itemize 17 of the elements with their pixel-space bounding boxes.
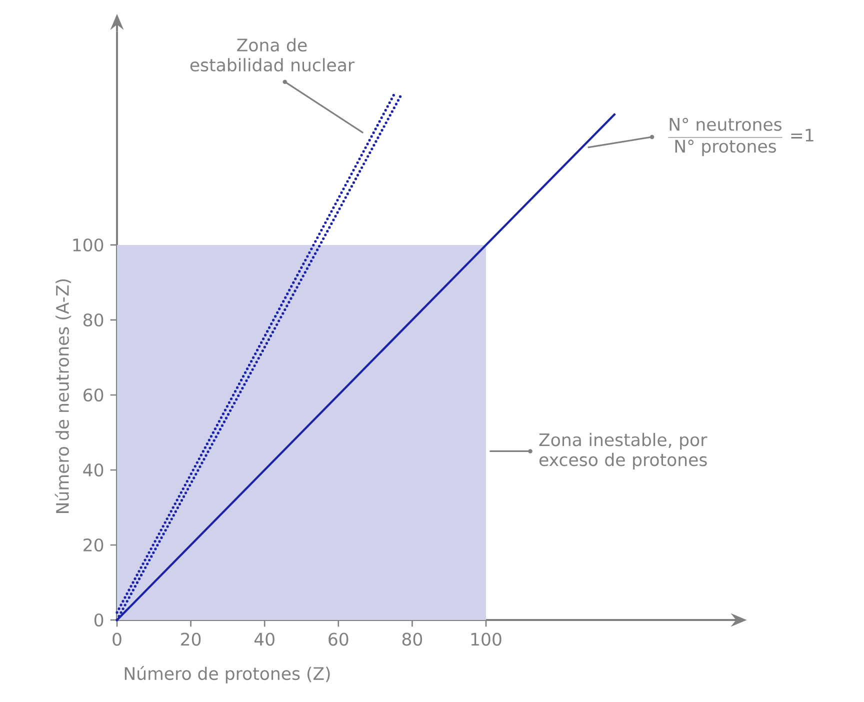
y-tick-label: 0	[94, 613, 104, 627]
x-tick-label: 40	[254, 632, 274, 646]
y-axis-title: Número de neutrones (A-Z)	[54, 279, 71, 513]
x-tick-label: 20	[181, 632, 201, 646]
x-tick-label: 80	[402, 632, 422, 646]
x-tick-label: 60	[328, 632, 348, 646]
y-tick-label: 60	[84, 388, 104, 402]
y-tick-label: 20	[84, 538, 104, 552]
annotation: Zona inestable, por exceso de protones	[539, 432, 708, 470]
x-axis-title: Número de protones (Z)	[124, 666, 330, 684]
annotation: $\frac{\text{N° neutrones}}{\text{N° protones}}\ \text{=1}$	[668, 118, 814, 156]
y-tick-label: 40	[83, 463, 104, 477]
x-tick-label: 100	[471, 632, 502, 646]
annotation: Zona de estabilidad nuclear	[190, 38, 355, 72]
y-tick-label: 80	[84, 313, 104, 327]
y-tick-label: 100	[73, 238, 104, 252]
x-tick-label: 0	[112, 632, 122, 646]
